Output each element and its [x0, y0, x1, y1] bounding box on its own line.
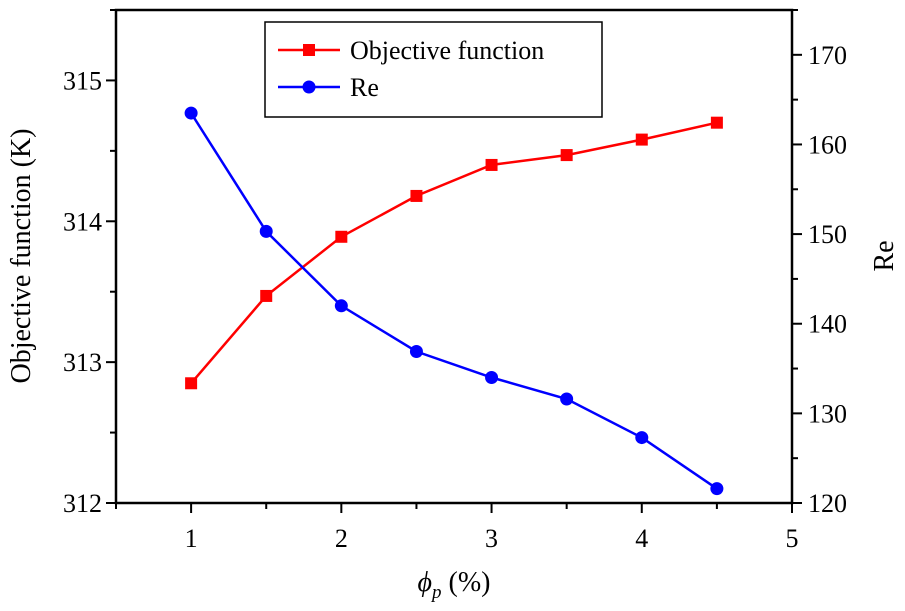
- re-data-point: [485, 371, 499, 385]
- x-axis-title: ϕp (%): [418, 567, 491, 603]
- left-axis-title: Objective function (K): [6, 128, 37, 383]
- re-data-point: [409, 345, 423, 359]
- x-tick-label: 2: [335, 524, 348, 553]
- objective-function-data-point: [560, 149, 573, 162]
- right-axis-title: Re: [869, 240, 900, 271]
- legend-marker-objective-function: [303, 44, 315, 56]
- objective-function-data-point: [710, 116, 723, 129]
- objective-function-data-point: [635, 133, 648, 146]
- legend-label-objective-function: Objective function: [350, 36, 544, 65]
- x-tick-label: 3: [485, 524, 498, 553]
- re-data-point: [635, 431, 649, 445]
- x-tick-label: 4: [635, 524, 648, 553]
- right-y-tick-label: 170: [808, 41, 847, 70]
- left-y-tick-label: 315: [63, 66, 102, 95]
- re-series-line: [190, 112, 718, 490]
- objective-function-data-point: [260, 289, 273, 302]
- left-y-tick-label: 312: [63, 489, 102, 518]
- x-tick-label: 5: [786, 524, 799, 553]
- objective-function-series-line: [190, 121, 718, 385]
- x-axis-unit: (%): [442, 567, 491, 598]
- right-y-tick-label: 150: [808, 220, 847, 249]
- x-axis-subscript: p: [430, 582, 442, 603]
- re-data-point: [710, 482, 724, 496]
- right-y-tick-label: 130: [808, 399, 847, 428]
- left-y-tick-label: 313: [63, 348, 102, 377]
- axes: 1 2 3 4 5 312 313 314 315 120 130 140 150 160 170: [63, 9, 847, 553]
- x-tick-label: 1: [185, 524, 198, 553]
- plot-area: [184, 106, 724, 496]
- objective-function-data-point: [485, 158, 498, 171]
- objective-function-data-point: [410, 189, 423, 202]
- legend-box: [264, 21, 603, 118]
- re-data-point: [259, 224, 273, 238]
- x-axis-symbol: ϕ: [418, 567, 433, 598]
- re-data-point: [184, 106, 198, 120]
- legend-marker-re: [302, 80, 316, 94]
- legend-label-re: Re: [350, 73, 379, 102]
- legend: Objective function Re: [264, 21, 603, 118]
- plot-frame: [114, 8, 794, 505]
- objective-function-data-point: [335, 230, 348, 243]
- re-data-point: [334, 299, 348, 313]
- left-y-tick-label: 314: [63, 207, 102, 236]
- right-y-tick-label: 120: [808, 489, 847, 518]
- objective-function-data-point: [185, 377, 198, 390]
- re-data-point: [560, 392, 574, 406]
- legend-items: Objective function Re: [278, 36, 544, 102]
- right-y-tick-label: 140: [808, 310, 847, 339]
- right-y-tick-label: 160: [808, 130, 847, 159]
